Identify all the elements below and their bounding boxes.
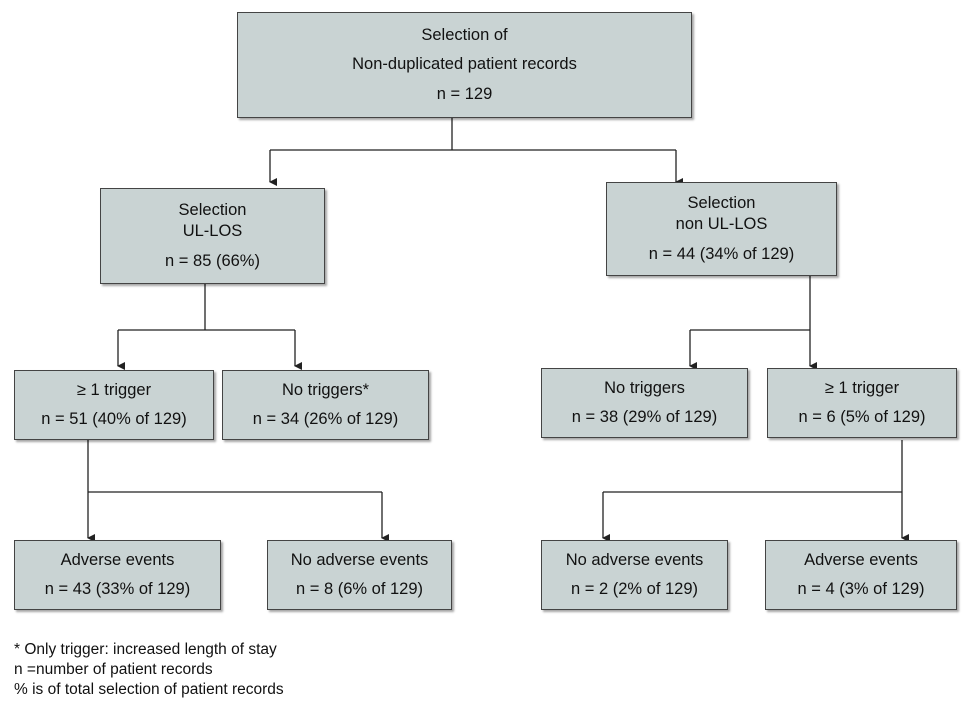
root-line2: Non-duplicated patient records (352, 55, 577, 74)
footnote-only-trigger: * Only trigger: increased length of stay (14, 641, 277, 658)
non-ul-los-line2: non UL-LOS (675, 215, 768, 234)
non-ul-no-adverse-line1: No adverse events (565, 550, 704, 569)
non-ul-no-adverse-box: No adverse events n = 2 (2% of 129) (541, 540, 728, 610)
ul-no-triggers-line1: No triggers* (281, 380, 370, 399)
non-ul-los-box: Selection non UL-LOS n = 44 (34% of 129) (606, 182, 837, 276)
ul-adverse-box: Adverse events n = 43 (33% of 129) (14, 540, 221, 610)
ul-trigger-line1: ≥ 1 trigger (76, 380, 152, 399)
footnote-percent-definition: % is of total selection of patient recor… (14, 681, 284, 698)
ul-no-triggers-line2: n = 34 (26% of 129) (252, 410, 399, 428)
ul-no-adverse-line2: n = 8 (6% of 129) (295, 580, 424, 598)
ul-los-line2: UL-LOS (182, 222, 243, 241)
ul-no-triggers-box: No triggers* n = 34 (26% of 129) (222, 370, 429, 440)
non-ul-no-adverse-line2: n = 2 (2% of 129) (570, 580, 699, 598)
ul-adverse-line2: n = 43 (33% of 129) (44, 580, 191, 598)
non-ul-no-triggers-line1: No triggers (604, 378, 685, 397)
non-ul-no-triggers-box: No triggers n = 38 (29% of 129) (541, 368, 748, 438)
non-ul-trigger-box: ≥ 1 trigger n = 6 (5% of 129) (767, 368, 957, 438)
footnotes: * Only trigger: increased length of stay… (14, 640, 284, 700)
non-ul-los-line1: Selection (687, 193, 756, 212)
ul-no-adverse-box: No adverse events n = 8 (6% of 129) (267, 540, 452, 610)
non-ul-los-line3: n = 44 (34% of 129) (648, 244, 795, 263)
ul-los-line1: Selection (178, 200, 247, 219)
ul-trigger-box: ≥ 1 trigger n = 51 (40% of 129) (14, 370, 214, 440)
footnote-n-definition: n =number of patient records (14, 661, 213, 678)
ul-los-box: Selection UL-LOS n = 85 (66%) (100, 188, 325, 284)
root-line1: Selection of (421, 25, 508, 44)
root-box: Selection of Non-duplicated patient reco… (237, 12, 692, 118)
ul-adverse-line1: Adverse events (60, 550, 175, 569)
ul-no-adverse-line1: No adverse events (290, 550, 429, 569)
non-ul-adverse-box: Adverse events n = 4 (3% of 129) (765, 540, 957, 610)
non-ul-trigger-line2: n = 6 (5% of 129) (798, 408, 926, 426)
ul-trigger-line2: n = 51 (40% of 129) (41, 410, 187, 428)
ul-los-line3: n = 85 (66%) (165, 251, 260, 270)
root-line3: n = 129 (436, 84, 493, 103)
non-ul-adverse-line1: Adverse events (804, 550, 918, 569)
non-ul-no-triggers-line2: n = 38 (29% of 129) (571, 408, 718, 426)
non-ul-trigger-line1: ≥ 1 trigger (824, 378, 900, 397)
non-ul-adverse-line2: n = 4 (3% of 129) (797, 580, 925, 598)
